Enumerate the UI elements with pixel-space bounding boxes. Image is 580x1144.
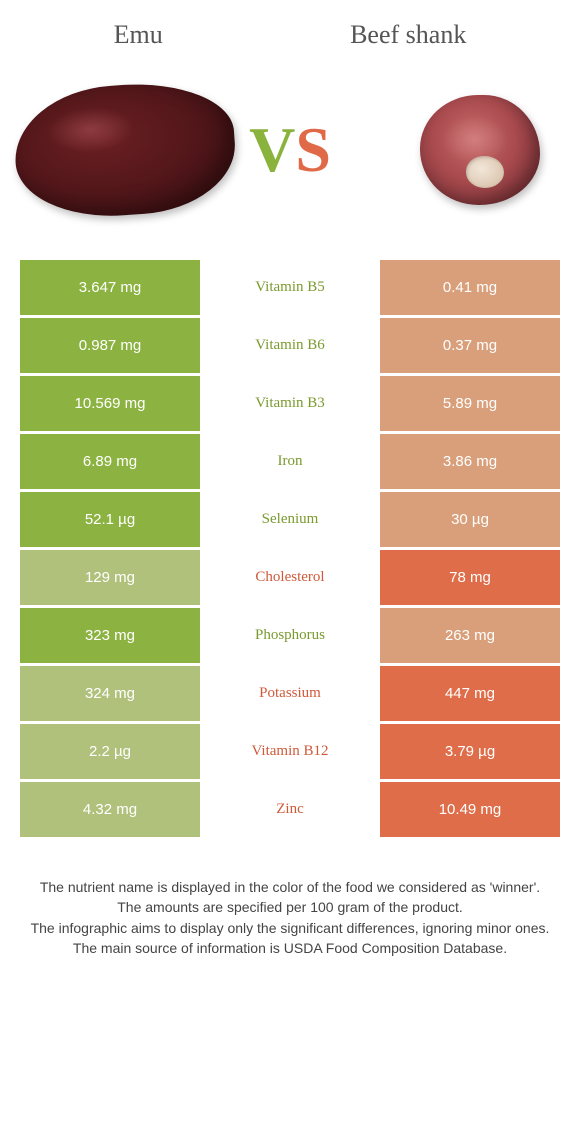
left-value: 2.2 µg bbox=[20, 724, 200, 779]
right-value: 447 mg bbox=[380, 666, 560, 721]
left-value: 6.89 mg bbox=[20, 434, 200, 489]
footer-line: The nutrient name is displayed in the co… bbox=[30, 877, 550, 897]
right-value: 3.86 mg bbox=[380, 434, 560, 489]
emu-image bbox=[10, 70, 240, 230]
table-row: 129 mgCholesterol78 mg bbox=[20, 550, 560, 605]
right-value: 5.89 mg bbox=[380, 376, 560, 431]
nutrient-label: Zinc bbox=[200, 782, 380, 837]
right-value: 0.41 mg bbox=[380, 260, 560, 315]
left-value: 4.32 mg bbox=[20, 782, 200, 837]
table-row: 4.32 mgZinc10.49 mg bbox=[20, 782, 560, 837]
right-value: 10.49 mg bbox=[380, 782, 560, 837]
left-value: 3.647 mg bbox=[20, 260, 200, 315]
table-row: 2.2 µgVitamin B123.79 µg bbox=[20, 724, 560, 779]
vs-v: V bbox=[249, 114, 295, 185]
table-row: 10.569 mgVitamin B35.89 mg bbox=[20, 376, 560, 431]
table-row: 52.1 µgSelenium30 µg bbox=[20, 492, 560, 547]
emu-meat-icon bbox=[11, 77, 240, 222]
left-value: 129 mg bbox=[20, 550, 200, 605]
nutrient-label: Vitamin B6 bbox=[200, 318, 380, 373]
left-value: 324 mg bbox=[20, 666, 200, 721]
table-row: 0.987 mgVitamin B60.37 mg bbox=[20, 318, 560, 373]
table-row: 324 mgPotassium447 mg bbox=[20, 666, 560, 721]
vs-s: S bbox=[295, 114, 331, 185]
images-row: VS bbox=[0, 60, 580, 260]
table-row: 6.89 mgIron3.86 mg bbox=[20, 434, 560, 489]
nutrient-label: Potassium bbox=[200, 666, 380, 721]
nutrient-label: Vitamin B3 bbox=[200, 376, 380, 431]
right-value: 3.79 µg bbox=[380, 724, 560, 779]
table-row: 3.647 mgVitamin B50.41 mg bbox=[20, 260, 560, 315]
nutrient-table: 3.647 mgVitamin B50.41 mg0.987 mgVitamin… bbox=[20, 260, 560, 837]
footer-notes: The nutrient name is displayed in the co… bbox=[30, 877, 550, 958]
footer-line: The infographic aims to display only the… bbox=[30, 918, 550, 938]
footer-line: The amounts are specified per 100 gram o… bbox=[30, 897, 550, 917]
left-value: 10.569 mg bbox=[20, 376, 200, 431]
nutrient-label: Phosphorus bbox=[200, 608, 380, 663]
vs-label: VS bbox=[249, 113, 331, 187]
beef-shank-image bbox=[390, 80, 570, 220]
nutrient-label: Vitamin B12 bbox=[200, 724, 380, 779]
nutrient-label: Iron bbox=[200, 434, 380, 489]
table-row: 323 mgPhosphorus263 mg bbox=[20, 608, 560, 663]
header-right-title: Beef shank bbox=[350, 20, 466, 50]
left-value: 52.1 µg bbox=[20, 492, 200, 547]
right-value: 0.37 mg bbox=[380, 318, 560, 373]
header-left-title: Emu bbox=[114, 20, 163, 50]
right-value: 30 µg bbox=[380, 492, 560, 547]
footer-line: The main source of information is USDA F… bbox=[30, 938, 550, 958]
left-value: 323 mg bbox=[20, 608, 200, 663]
nutrient-label: Cholesterol bbox=[200, 550, 380, 605]
shank-meat-icon bbox=[420, 95, 540, 205]
right-value: 78 mg bbox=[380, 550, 560, 605]
header: Emu Beef shank bbox=[0, 0, 580, 60]
nutrient-label: Vitamin B5 bbox=[200, 260, 380, 315]
right-value: 263 mg bbox=[380, 608, 560, 663]
nutrient-label: Selenium bbox=[200, 492, 380, 547]
left-value: 0.987 mg bbox=[20, 318, 200, 373]
